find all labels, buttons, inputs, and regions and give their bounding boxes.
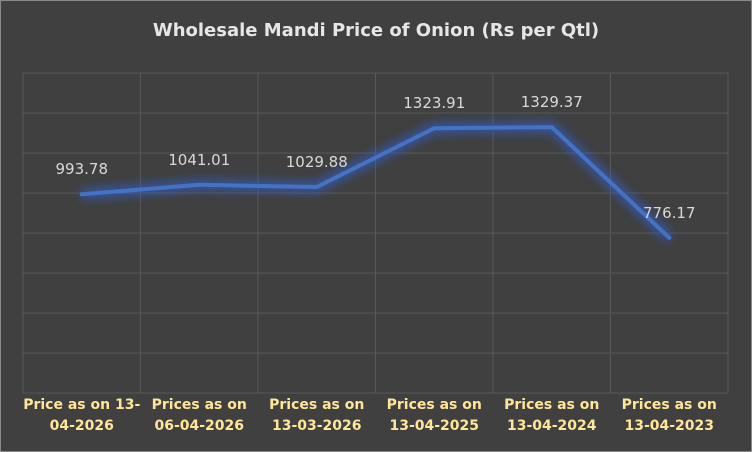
data-point — [197, 182, 202, 187]
category-label: Prices as on 06-04-2026 — [151, 397, 247, 434]
chart-title: Wholesale Mandi Price of Onion (Rs per Q… — [152, 20, 600, 41]
category-label: Prices as on 13-04-2024 — [504, 397, 600, 434]
category-label: Price as on 13-04-2026 — [23, 397, 141, 434]
data-label: 1029.88 — [286, 153, 348, 171]
series-price — [79, 122, 673, 242]
data-point — [432, 126, 437, 131]
data-point — [667, 235, 672, 240]
data-point — [549, 125, 554, 130]
data-label: 1329.37 — [521, 93, 583, 111]
category-label: Prices as on 13-03-2026 — [269, 397, 365, 434]
category-label: Prices as on 13-04-2025 — [386, 397, 482, 434]
category-label: Prices as on 13-04-2023 — [621, 397, 717, 434]
data-label: 776.17 — [643, 204, 696, 222]
data-labels: 993.78 1041.01 1029.88 1323.91 1329.37 776.17 — [56, 93, 696, 222]
data-point — [79, 192, 84, 197]
gridlines — [22, 72, 729, 394]
data-point — [314, 185, 319, 190]
series-line — [79, 125, 672, 240]
data-label: 1041.01 — [168, 151, 230, 169]
data-label: 993.78 — [56, 160, 109, 178]
data-label: 1323.91 — [403, 94, 465, 112]
